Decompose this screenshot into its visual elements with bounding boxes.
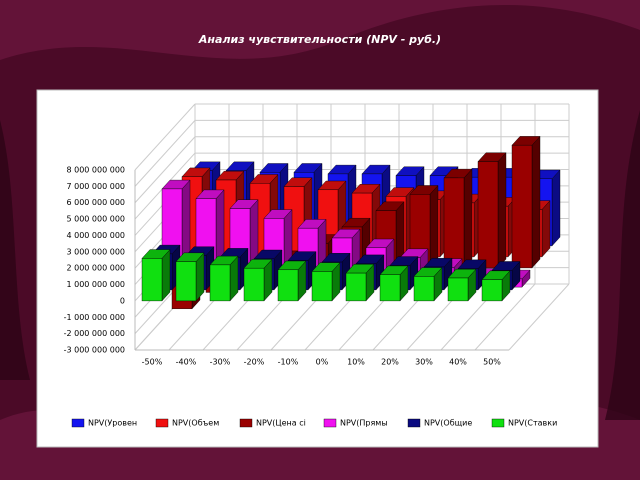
grid-line bbox=[134, 103, 196, 171]
x-tick-label: -50% bbox=[142, 358, 163, 367]
legend-swatch bbox=[71, 418, 85, 428]
legend-swatch bbox=[491, 418, 505, 428]
x-tick-label: 0% bbox=[316, 358, 329, 367]
swirl bbox=[0, 120, 30, 380]
x-tick-label: 10% bbox=[347, 358, 365, 367]
y-tick-label: 8 000 000 000 bbox=[66, 166, 125, 175]
y-tick-label: 3 000 000 000 bbox=[66, 247, 125, 256]
y-tick-label: -3 000 000 000 bbox=[64, 346, 125, 355]
bar bbox=[447, 277, 469, 302]
grid-line bbox=[134, 120, 196, 187]
chart-title: Анализ чувствительности (NPV - руб.) bbox=[198, 33, 441, 46]
floor-line bbox=[508, 283, 570, 351]
y-tick-label: 0 bbox=[120, 296, 125, 305]
bar bbox=[443, 177, 465, 269]
bar bbox=[477, 161, 499, 269]
x-tick-label: 20% bbox=[381, 358, 399, 367]
legend-label: NPV(Прямы bbox=[340, 419, 388, 428]
x-tick-label: -40% bbox=[176, 358, 197, 367]
y-tick-label: 5 000 000 000 bbox=[66, 215, 125, 224]
legend-swatch bbox=[155, 418, 169, 428]
swirl bbox=[0, 0, 640, 60]
bar-side bbox=[463, 168, 473, 269]
bar bbox=[481, 279, 503, 302]
plot-area: 8 000 000 000 7 000 000 000 6 000 000 000 5… bbox=[64, 103, 570, 367]
y-tick-label: 4 000 000 000 bbox=[66, 231, 125, 240]
y-tick-label: -1 000 000 000 bbox=[64, 313, 125, 322]
bar bbox=[511, 144, 533, 269]
legend-label: NPV(Общие bbox=[424, 419, 472, 428]
legend-swatch bbox=[239, 418, 253, 428]
bar bbox=[413, 276, 435, 302]
bar-side bbox=[551, 169, 561, 247]
bar-side bbox=[429, 184, 439, 269]
bar-side bbox=[497, 152, 507, 269]
bar bbox=[209, 264, 231, 302]
bar bbox=[243, 267, 265, 302]
bar bbox=[311, 271, 333, 302]
bar bbox=[379, 274, 401, 302]
floor-line bbox=[474, 283, 536, 351]
swirl bbox=[605, 110, 640, 420]
bar bbox=[277, 269, 299, 302]
x-tick-label: -20% bbox=[244, 358, 265, 367]
bar bbox=[175, 261, 197, 302]
legend-label: NPV(Объем bbox=[172, 419, 219, 428]
grid-line bbox=[134, 136, 196, 204]
bar bbox=[141, 258, 163, 302]
legend-swatch bbox=[323, 418, 337, 428]
x-tick-label: -10% bbox=[278, 358, 299, 367]
y-tick-label: 2 000 000 000 bbox=[66, 264, 125, 273]
y-tick-label: 1 000 000 000 bbox=[66, 280, 125, 289]
legend-label: NPV(Уровен bbox=[88, 419, 137, 428]
legend-label: NPV(Цена сі bbox=[256, 419, 306, 428]
y-tick-label: 6 000 000 000 bbox=[66, 198, 125, 207]
x-tick-label: -30% bbox=[210, 358, 231, 367]
legend-swatch bbox=[407, 418, 421, 428]
bar-side bbox=[531, 135, 541, 269]
x-tick-label: 40% bbox=[449, 358, 467, 367]
bar bbox=[345, 272, 367, 302]
x-tick-label: 50% bbox=[483, 358, 501, 367]
y-tick-label: 7 000 000 000 bbox=[66, 182, 125, 191]
y-tick-label: -2 000 000 000 bbox=[64, 329, 125, 338]
legend-label: NPV(Ставки bbox=[508, 419, 557, 428]
bar-side bbox=[541, 200, 551, 258]
x-tick-label: 30% bbox=[415, 358, 433, 367]
